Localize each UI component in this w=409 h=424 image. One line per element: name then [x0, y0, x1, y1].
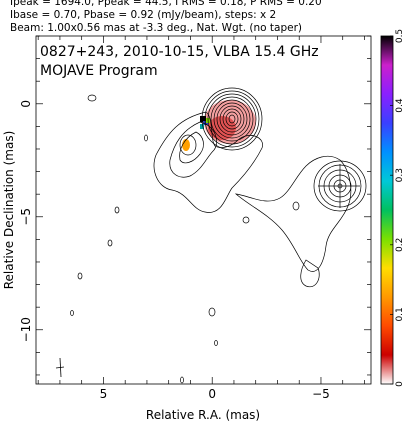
x-tick-label: 5 [100, 387, 108, 401]
jet-contours [153, 111, 352, 288]
y-tick-label: 0 [19, 100, 33, 108]
colorbar-tick-label: 0.1 [395, 307, 405, 321]
beam-marker [55, 357, 65, 378]
plot-frame [35, 35, 372, 385]
chart-subtitle: MOJAVE Program [40, 63, 158, 79]
y-axis-label: Relative Declination (mas) [2, 131, 16, 290]
outer-component-contours [313, 160, 367, 212]
colorbar-tick-label: 0.5 [395, 29, 405, 43]
core-contours [201, 87, 263, 151]
y-tick-label: −10 [19, 317, 33, 342]
x-tick-label: 0 [208, 387, 216, 401]
colorbar [380, 35, 394, 385]
colorbar-ticks: 0 0.1 0.2 0.3 0.4 0.5 [390, 29, 405, 387]
colorbar-tick-label: 0 [395, 381, 405, 387]
header-line-3: Beam: 1.00x0.56 mas at -3.3 deg., Nat. W… [10, 22, 303, 34]
header-line-2: Ibase = 0.70, Pbase = 0.92 (mJy/beam), s… [10, 9, 277, 21]
x-tick-label: −5 [312, 387, 330, 401]
axis-ticks: 5 0 −5 0 −5 −10 [19, 35, 371, 401]
y-tick-label: −5 [19, 208, 33, 226]
x-axis-label: Relative R.A. (mas) [146, 408, 260, 422]
colorbar-tick-label: 0.3 [395, 168, 405, 182]
header-line-1: Ipeak = 1694.0, Ppeak = 44.5, I RMS = 0.… [10, 0, 322, 8]
noise-contours [70, 94, 300, 384]
colorbar-tick-label: 0.2 [395, 238, 405, 252]
chart-title: 0827+243, 2010-10-15, VLBA 15.4 GHz [40, 44, 319, 60]
colorbar-tick-label: 0.4 [395, 98, 405, 113]
